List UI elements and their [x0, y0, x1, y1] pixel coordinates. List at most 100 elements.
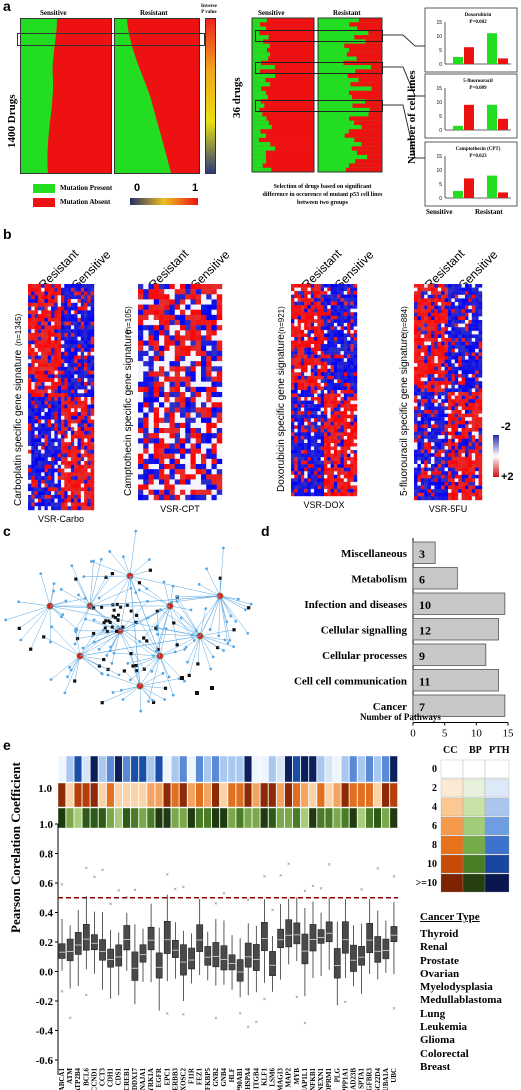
heatmap-cell	[334, 482, 338, 486]
heatmap-cell	[191, 418, 196, 423]
heatmap-cell	[479, 306, 483, 310]
heatmap-cell	[417, 352, 421, 356]
mid-heat-row-sens-green	[252, 155, 266, 160]
heatmap-cell	[74, 431, 78, 435]
heatmap-cell	[428, 406, 432, 410]
heatmap-cell	[175, 330, 180, 335]
heatmap-cell	[448, 367, 452, 371]
heatmap-cell	[431, 298, 435, 302]
small-chart-ytick: 5	[439, 114, 442, 120]
heatmap-cell	[84, 344, 88, 348]
heatmap-cell	[45, 393, 49, 397]
heatmap-cell	[31, 408, 35, 412]
gene-label: MAGI3	[277, 1068, 285, 1090]
network-cluster-node	[130, 610, 133, 613]
heatmap-cell	[68, 397, 72, 401]
heatmap-cell	[45, 318, 49, 322]
pth-strip-cell	[317, 808, 325, 828]
heatmap-cell	[327, 468, 331, 472]
heatmap-cell	[68, 356, 72, 360]
heatmap-cell	[458, 356, 462, 360]
legend-level-label: 0	[432, 764, 437, 775]
heatmap-cell	[48, 454, 52, 458]
heatmap-cell	[294, 436, 298, 440]
heatmap-cell	[451, 388, 455, 392]
heatmap-cell	[64, 457, 68, 461]
heatmap-cell	[445, 381, 449, 385]
heatmap-cell	[451, 360, 455, 364]
heatmap-cell	[74, 472, 78, 476]
heatmap-cell	[344, 429, 348, 433]
heatmap-cell	[301, 295, 305, 299]
heatmap-cell	[331, 288, 335, 292]
heatmap-cell	[206, 469, 211, 474]
heatmap-cell	[341, 450, 345, 454]
heatmap-cell	[294, 351, 298, 355]
heatmap-cell	[462, 439, 466, 443]
mid-heat-row-sens-green	[252, 138, 259, 143]
heatmap-cell	[308, 404, 312, 408]
heatmap-cell	[331, 401, 335, 405]
heatmap-cell	[479, 374, 483, 378]
gene-label: OPRM1	[325, 1068, 333, 1090]
heatmap-cell	[191, 310, 196, 315]
heatmap-cell	[327, 298, 331, 302]
heatmap-cell	[196, 443, 201, 448]
heatmap-cell	[311, 309, 315, 313]
heatmap-cell	[154, 392, 159, 397]
heatmap-cell	[468, 399, 472, 403]
heatmap-cell	[38, 348, 42, 352]
heatmap-cell	[180, 438, 185, 443]
heatmap-cell	[154, 449, 159, 454]
network-cluster-node	[126, 604, 129, 607]
heatmap-cell	[68, 438, 72, 442]
heatmap-cell	[81, 295, 85, 299]
heatmap-cell	[61, 288, 65, 292]
heatmap-cell	[45, 363, 49, 367]
heatmap-cell	[212, 469, 217, 474]
network-node	[122, 698, 125, 701]
heatmap-cell	[331, 305, 335, 309]
heatmap-cell	[48, 476, 52, 480]
heatmap-cell	[170, 299, 175, 304]
heatmap-cell	[438, 417, 442, 421]
gene-label: EGFR	[155, 1067, 163, 1087]
legend-level-label: 2	[432, 783, 437, 794]
heatmap-cell	[54, 325, 58, 329]
heatmap-cell	[479, 410, 483, 414]
heatmap-cell	[421, 302, 425, 306]
heatmap-cell	[149, 495, 154, 500]
heatmap-cell	[138, 382, 143, 387]
heatmap-cell	[206, 382, 211, 387]
heatmap-cell	[445, 349, 449, 353]
heatmap-cell	[45, 307, 49, 311]
network-node-square	[18, 627, 21, 630]
heatmap-cell	[201, 310, 206, 315]
network-edge	[130, 531, 136, 576]
heatmap-cell	[324, 425, 328, 429]
heatmap-cell	[344, 425, 348, 429]
heatmap-cell	[51, 412, 55, 416]
heatmap-cell	[71, 469, 75, 473]
heatmap-cell	[344, 383, 348, 387]
heatmap-cell	[327, 365, 331, 369]
heatmap-cell	[298, 482, 302, 486]
heatmap-cell	[81, 307, 85, 311]
heatmap-cell	[51, 484, 55, 488]
heatmap-cell	[334, 422, 338, 426]
heatmap-cell	[164, 284, 169, 289]
box-body	[269, 951, 275, 975]
heatmap-cell	[308, 492, 312, 496]
gene-label: CDS1	[115, 1068, 123, 1086]
heatmap-cell	[428, 370, 432, 374]
heatmap-cell	[451, 342, 455, 346]
heatmap-cell	[331, 344, 335, 348]
mid-heat-row-res-red	[348, 74, 382, 79]
pathway-bar-value: 9	[419, 649, 425, 663]
heatmap-cell	[451, 414, 455, 418]
heatmap-cell	[465, 291, 469, 295]
heatmap-cell	[84, 356, 88, 360]
heatmap-cell	[294, 461, 298, 465]
heatmap-cell	[317, 337, 321, 341]
heatmap-cell	[350, 489, 354, 493]
